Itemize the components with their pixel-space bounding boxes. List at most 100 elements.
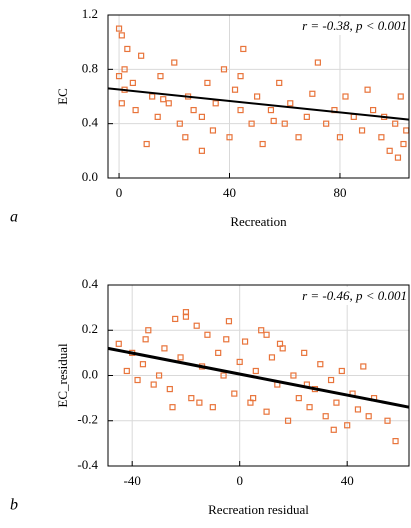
point [364,86,371,93]
point [276,340,284,347]
point [287,100,294,107]
point [204,79,211,87]
point [370,106,377,114]
point [149,93,156,100]
point [237,73,244,80]
x-tick-label: 0 [116,185,123,200]
point [225,318,233,325]
point [295,395,302,402]
point [386,147,393,154]
x-axis-label: Recreation residual [208,502,309,517]
point [330,426,337,433]
x-axis-label: Recreation [230,214,287,229]
point [160,96,167,103]
point [354,406,362,413]
point [132,106,139,114]
x-tick-label: 40 [223,185,236,200]
y-tick-label: 0.2 [82,321,98,336]
point [193,322,200,329]
point [115,25,123,32]
y-tick-label: -0.2 [77,412,98,427]
point [172,315,179,323]
plot-frame [107,284,410,467]
y-tick-label: 0.0 [82,169,98,184]
point [231,390,238,397]
point [118,32,125,39]
panel-label: b [10,497,18,514]
point [360,363,367,370]
point [226,134,233,141]
point [204,331,211,338]
point [338,367,345,375]
point [129,79,136,87]
point [145,327,152,334]
point [397,93,404,100]
point [336,134,344,141]
point [118,100,125,107]
point [317,361,324,368]
point [209,127,217,134]
point [124,45,131,53]
point [236,358,243,366]
point [327,376,335,384]
point [295,134,302,141]
point [306,404,313,411]
point [143,140,150,148]
y-axis-label: EC_residual [55,343,70,408]
point [182,313,190,320]
point [284,417,292,424]
point [176,120,183,127]
point [212,100,219,107]
point [198,147,205,154]
point [301,349,308,356]
point [258,327,265,334]
point [263,408,270,415]
point [259,140,266,148]
point [358,127,366,134]
point [281,120,288,127]
x-tick-label: -40 [124,473,141,488]
point [350,113,357,120]
annotation-bg [269,17,407,35]
point [121,66,128,73]
point [378,134,385,141]
point [263,331,270,338]
point [209,404,216,411]
fit-line [107,346,410,409]
panel-label: a [10,209,18,226]
point [220,372,227,379]
point [171,59,178,66]
plot-frame [107,14,410,179]
point [138,52,145,59]
point [322,413,329,420]
point [223,336,230,343]
point [392,120,399,127]
point [150,381,157,388]
point [165,100,172,107]
point [309,90,316,97]
point [157,73,164,80]
point [344,422,351,429]
point [215,349,222,356]
point [231,86,239,93]
point [220,66,228,73]
point [190,106,197,114]
point [198,113,205,120]
y-tick-label: 0.4 [82,276,99,291]
y-axis-label: EC [55,88,70,105]
point [403,127,410,134]
point [342,93,349,100]
point [241,338,249,345]
point [139,361,147,368]
annotation-bg [269,287,407,305]
point [270,117,277,125]
y-tick-label: 0.4 [82,115,99,130]
point [237,106,244,114]
point [365,413,372,420]
point [123,367,130,375]
point [166,385,173,393]
point [250,395,257,402]
point [394,154,402,161]
point [248,120,255,127]
